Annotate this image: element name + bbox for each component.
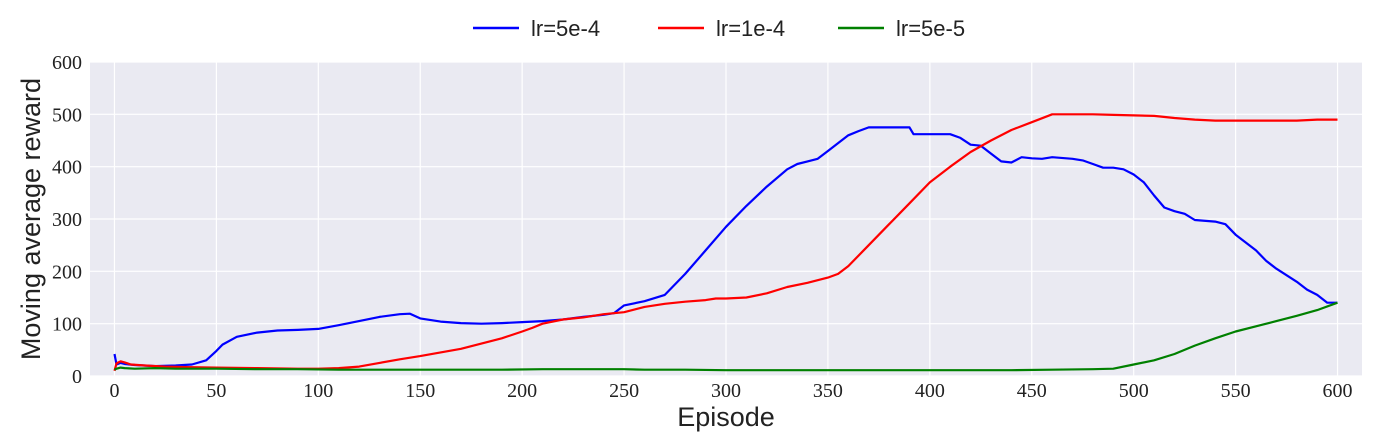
grid-lines	[90, 61, 1362, 377]
y-axis-label: Moving average reward	[16, 78, 46, 360]
x-tick-label: 50	[206, 380, 226, 402]
x-tick-label: 500	[1119, 380, 1149, 402]
x-tick-label: 200	[507, 380, 537, 402]
x-tick-label: 250	[609, 380, 639, 402]
y-tick-label: 300	[52, 209, 82, 231]
x-tick-label: 150	[405, 380, 435, 402]
legend-label: lr=5e-5	[896, 16, 965, 41]
series-line-lr-5e-5	[114, 301, 1338, 372]
x-tick-label: 300	[711, 380, 741, 402]
legend: lr=5e-4 lr=1e-4 lr=5e-5	[473, 16, 965, 41]
x-tick-label: 450	[1017, 380, 1047, 402]
y-tick-label: 600	[52, 52, 82, 74]
x-tick-label: 550	[1221, 380, 1251, 402]
y-tick-label: 500	[52, 104, 82, 126]
x-tick-labels: 0 50 100 150 200 250 300 350 400 450 500 550 600	[109, 380, 1352, 402]
x-tick-label: 0	[109, 380, 119, 402]
y-tick-label: 200	[52, 261, 82, 283]
x-tick-label: 400	[915, 380, 945, 402]
x-tick-label: 600	[1323, 380, 1353, 402]
y-tick-label: 100	[52, 314, 82, 336]
x-axis-label: Episode	[677, 402, 775, 432]
legend-label: lr=5e-4	[531, 16, 600, 41]
y-tick-label: 0	[72, 366, 82, 388]
y-tick-labels: 0 100 200 300 400 500 600	[52, 52, 82, 388]
y-tick-label: 400	[52, 157, 82, 179]
series-line-lr-5e-4	[113, 126, 1338, 368]
legend-label: lr=1e-4	[716, 16, 785, 41]
x-tick-label: 350	[813, 380, 843, 402]
series-lines	[113, 113, 1338, 372]
x-tick-label: 100	[303, 380, 333, 402]
